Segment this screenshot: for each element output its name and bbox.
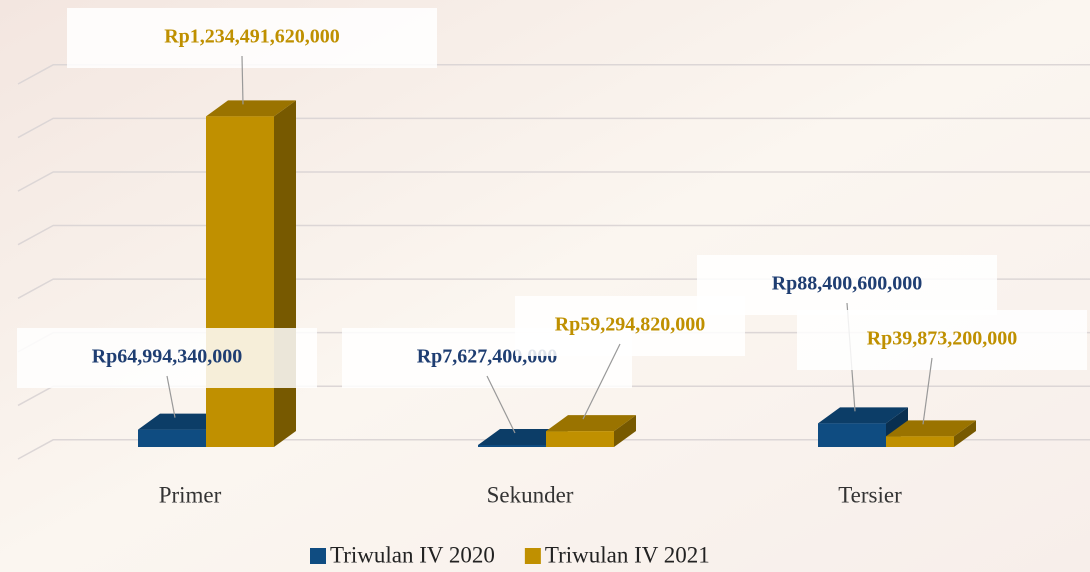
x-tick-label: Primer [159,482,222,507]
data-label: Rp1,234,491,620,000 [164,26,340,48]
bar [546,431,614,447]
bar [886,436,954,447]
legend-swatch [525,548,541,564]
data-label: Rp39,873,200,000 [867,328,1018,350]
bar-side [274,100,296,447]
x-tick-label: Sekunder [487,482,574,507]
data-label: Rp88,400,600,000 [772,273,923,295]
chart: Rp64,994,340,000Rp7,627,400,000Rp88,400,… [0,0,1090,572]
x-tick-label: Tersier [838,482,902,507]
legend-label: Triwulan IV 2020 [330,542,495,567]
legend-swatch [310,548,326,564]
data-label: Rp59,294,820,000 [555,314,706,336]
legend-label: Triwulan IV 2021 [545,542,710,567]
page: {"chart_data": {"type": "bar3d", "catego… [0,0,1090,572]
bar [818,423,886,447]
data-label: Rp64,994,340,000 [92,346,243,368]
bar [478,445,546,447]
bar [138,430,206,447]
bar [206,116,274,447]
